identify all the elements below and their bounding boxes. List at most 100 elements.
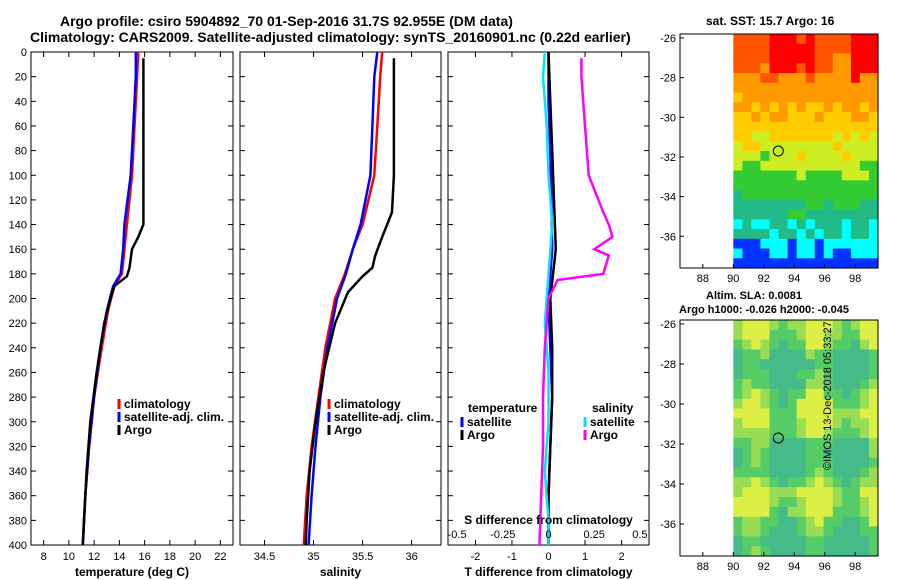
map-cell (778, 258, 789, 269)
map-cell (832, 418, 843, 429)
map-cell (832, 34, 843, 45)
map-cell (814, 388, 825, 400)
map-cell (850, 53, 861, 64)
map-cell (733, 546, 743, 557)
map-cell (760, 160, 770, 172)
map-cell (814, 258, 825, 269)
y-tick-label: 300 (9, 417, 27, 429)
map-cell (787, 199, 798, 211)
map-cell (742, 92, 752, 103)
map-cell (760, 497, 770, 508)
map-cell (841, 369, 852, 380)
map-cell (733, 369, 743, 380)
map-cell (814, 53, 825, 64)
map-cell (850, 63, 861, 74)
map-cell (796, 339, 807, 351)
legend-title-temperature: temperature (468, 401, 538, 415)
map-cell (769, 92, 780, 103)
map-cell (869, 92, 879, 103)
map-cell (869, 369, 879, 380)
map-cell (796, 112, 807, 123)
map-cell (841, 170, 852, 181)
map-cell (733, 477, 743, 488)
y-tick-label: 200 (9, 294, 27, 306)
map-cell (787, 457, 798, 469)
sst-map: -26 -28 -30 -32 -34 -36 88 90 92 94 96 98 (660, 33, 879, 285)
map-cell (733, 408, 743, 419)
map-cell (787, 477, 798, 488)
map-cell (778, 428, 789, 439)
y-tick-label: 20 (15, 72, 27, 84)
map-cell (751, 457, 761, 469)
map-cell (832, 467, 843, 478)
map-cell (814, 408, 825, 419)
series-line-2 (81, 58, 145, 546)
map-cell (778, 388, 789, 400)
map-cell (805, 506, 816, 518)
series-line-2 (541, 51, 554, 545)
map-cell (823, 329, 834, 341)
map-cell (742, 73, 752, 84)
map-cell (823, 467, 834, 478)
map-cell (751, 199, 761, 211)
map-cell (769, 229, 780, 240)
map-cell (859, 199, 870, 211)
map-cell (796, 349, 807, 360)
map-cell (859, 398, 870, 410)
map-cell (778, 141, 789, 152)
map-cell (787, 398, 798, 410)
map-cell (823, 73, 834, 84)
map-cell (832, 320, 843, 331)
map-cell (869, 258, 879, 269)
x-axis-label: temperature (deg C) (75, 565, 189, 579)
map-cell (733, 339, 743, 351)
map-cell (832, 43, 843, 55)
map-cell (751, 359, 761, 370)
map-cell (869, 388, 879, 400)
map-cell (841, 34, 852, 45)
map-cell (751, 73, 761, 84)
map-cell (760, 73, 770, 84)
map-cell (850, 339, 861, 351)
map-cell (859, 209, 870, 220)
map-cell (769, 160, 780, 172)
map-cell (859, 418, 870, 429)
map-cell (733, 536, 743, 547)
map-cell (859, 219, 870, 230)
map-cell (787, 418, 798, 429)
map-cell (850, 526, 861, 537)
map-cell (814, 457, 825, 469)
map-cell (823, 82, 834, 94)
map-cell (805, 526, 816, 537)
map-cell (742, 43, 752, 55)
map-cell (805, 349, 816, 360)
map-cell (733, 487, 743, 498)
map-cell (742, 53, 752, 64)
map-cell (805, 369, 816, 380)
map-cell (733, 526, 743, 537)
map-cell (742, 438, 752, 449)
map-cell (805, 229, 816, 240)
lat-tick-label: -36 (660, 519, 676, 531)
map-cell (760, 63, 770, 74)
panel-frame-temperature (30, 51, 234, 546)
map-cell (814, 497, 825, 508)
map-cell (751, 238, 761, 250)
lon-tick-label: 90 (727, 561, 739, 573)
map-cell (778, 379, 789, 390)
map-cell (869, 359, 879, 370)
map-cell (859, 467, 870, 478)
map-cell (859, 258, 870, 269)
map-cell (733, 418, 743, 429)
map-cell (787, 151, 798, 162)
map-cell (778, 438, 789, 449)
map-cell (869, 34, 879, 45)
sla-map-title-1: Altim. SLA: 0.0081 (706, 290, 802, 302)
map-cell (751, 160, 761, 172)
map-cell (742, 487, 752, 498)
map-cell (823, 112, 834, 123)
map-cell (805, 34, 816, 45)
map-cell (841, 102, 852, 113)
map-cell (778, 238, 789, 250)
